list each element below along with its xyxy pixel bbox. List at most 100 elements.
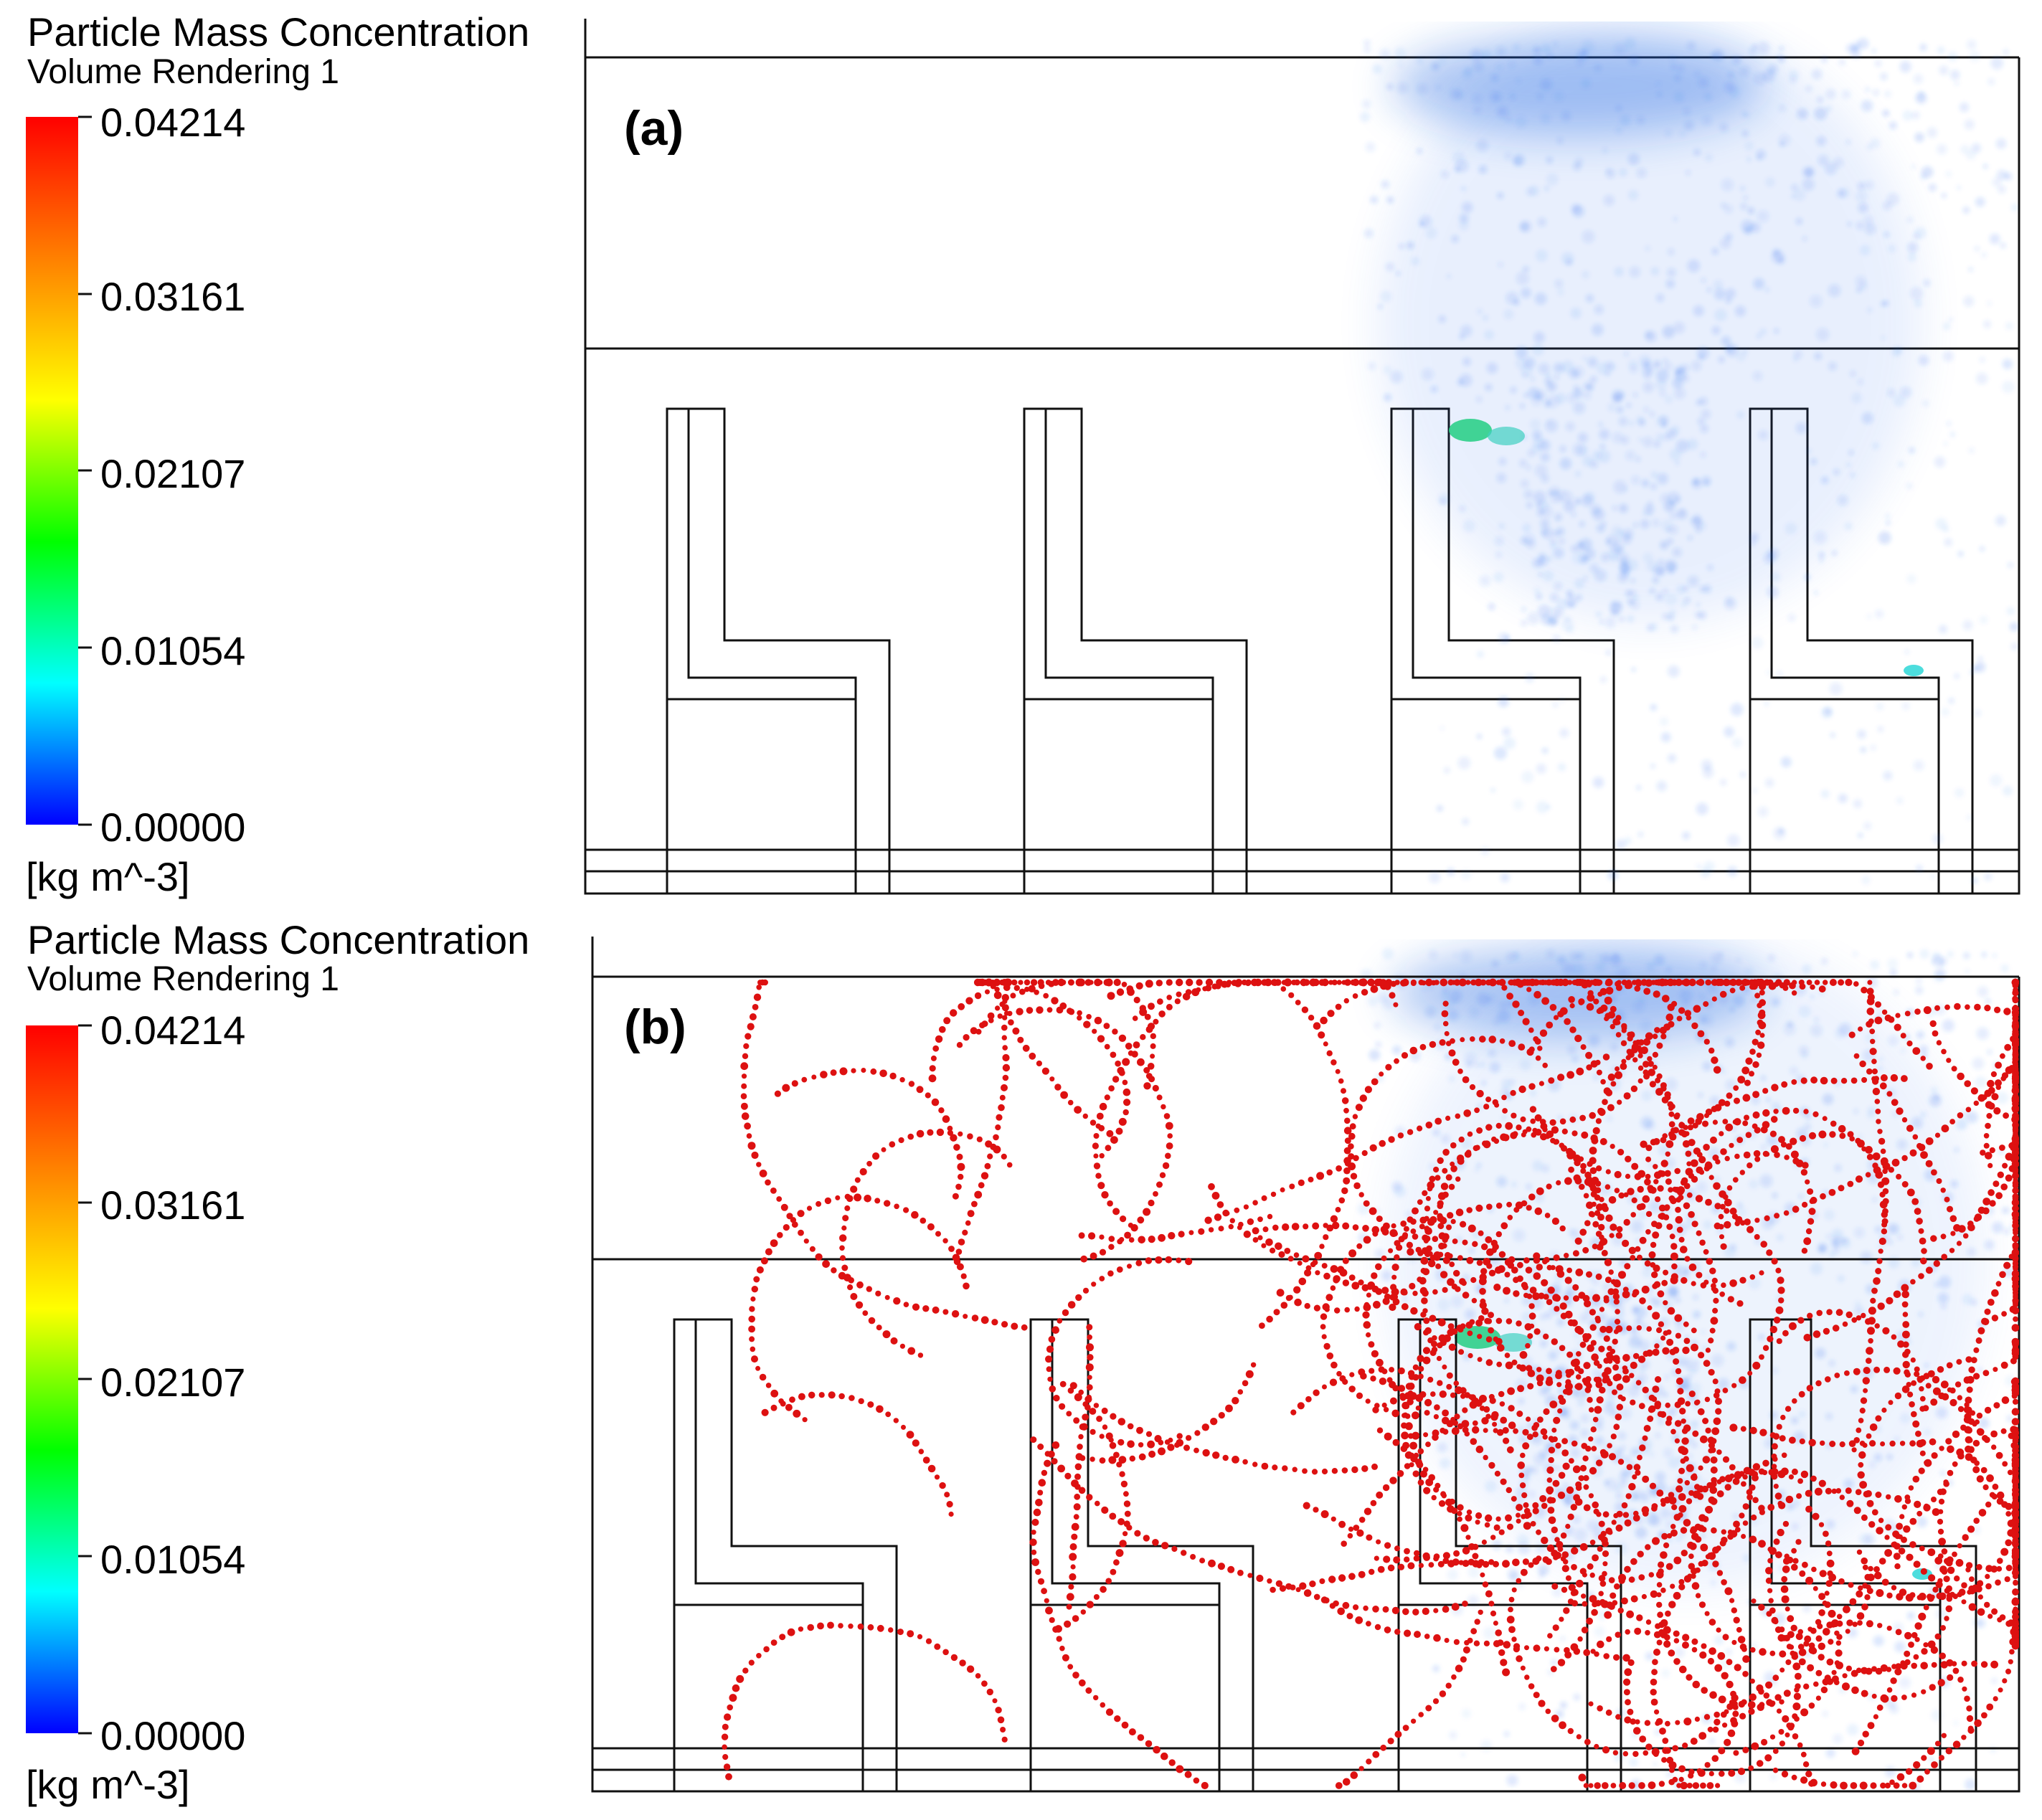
trajectory-particle — [1913, 1654, 1919, 1660]
trajectory-particle — [1193, 1447, 1199, 1454]
haze-dot — [1811, 69, 1823, 80]
trajectory-particle — [1782, 1565, 1790, 1573]
trajectory-particle — [1679, 1408, 1686, 1415]
trajectory-particle — [1502, 1560, 1510, 1568]
trajectory-particle — [1156, 1181, 1163, 1188]
trajectory-particle — [1652, 1231, 1660, 1239]
trajectory-particle — [1858, 1585, 1863, 1591]
haze-dot — [1365, 142, 1376, 152]
trajectory-particle — [1445, 1174, 1452, 1181]
trajectory-particle — [1548, 1446, 1556, 1454]
trajectory-particle — [1532, 1507, 1539, 1515]
haze-dot — [1976, 1027, 1989, 1040]
trajectory-particle — [1488, 1035, 1497, 1043]
haze-dot — [1804, 1123, 1812, 1131]
trajectory-particle — [965, 1220, 971, 1226]
trajectory-particle — [1158, 1447, 1166, 1456]
trajectory-particle — [1919, 1237, 1927, 1245]
trajectory-particle — [1869, 1440, 1876, 1447]
trajectory-particle — [1648, 1781, 1656, 1790]
trajectory-particle — [1093, 1403, 1100, 1408]
trajectory-particle — [1474, 1618, 1480, 1625]
trajectory-particle — [1675, 1720, 1681, 1725]
trajectory-particle — [1053, 1395, 1060, 1402]
trajectory-particle — [1602, 1099, 1608, 1105]
trajectory-particle — [1771, 1084, 1779, 1091]
haze-dot — [1624, 37, 1636, 49]
trajectory-particle — [1021, 1324, 1028, 1331]
haze-dot — [1902, 702, 1910, 710]
trajectory-particle — [1549, 1437, 1555, 1443]
haze-dot — [1802, 178, 1815, 191]
trajectory-particle — [1686, 1464, 1694, 1472]
trajectory-particle — [1626, 1610, 1635, 1618]
trajectory-particle — [1504, 1271, 1511, 1278]
haze-dot — [1724, 1246, 1736, 1258]
trajectory-particle — [1559, 1616, 1564, 1622]
haze-dot — [1582, 384, 1588, 389]
trajectory-particle — [1335, 1003, 1342, 1010]
haze-dot — [1772, 1368, 1778, 1374]
trajectory-particle — [1455, 1664, 1463, 1672]
trajectory-particle — [1825, 1580, 1833, 1587]
trajectory-particle — [1272, 1224, 1279, 1231]
haze-dot — [1948, 698, 1954, 704]
haze-dot — [1831, 1228, 1843, 1241]
trajectory-particle — [935, 1231, 941, 1237]
trajectory-particle — [1499, 1038, 1505, 1044]
trajectory-particle — [1045, 1606, 1053, 1615]
trajectory-particle — [1982, 1370, 1990, 1376]
trajectory-particle — [1921, 1248, 1927, 1254]
trajectory-particle — [1366, 1534, 1373, 1541]
haze-dot — [1725, 233, 1733, 241]
trajectory-particle — [1494, 1266, 1503, 1274]
haze-dot — [1934, 456, 1946, 468]
trajectory-particle — [749, 1306, 755, 1312]
trajectory-particle — [1412, 1207, 1419, 1215]
trajectory-particle — [1029, 1538, 1037, 1546]
haze-dot — [1906, 217, 1913, 223]
trajectory-particle — [752, 1004, 759, 1010]
haze-dot — [1498, 523, 1505, 529]
trajectory-particle — [1856, 1590, 1863, 1598]
trajectory-particle — [1099, 1433, 1105, 1439]
haze-dot — [1642, 381, 1654, 393]
haze-dot — [1818, 1243, 1828, 1253]
trajectory-particle — [1327, 1010, 1335, 1018]
trajectory-particle — [1758, 1688, 1764, 1695]
trajectory-particle — [1575, 1269, 1584, 1276]
haze-dot — [1849, 370, 1856, 377]
trajectory-particle — [1615, 1413, 1622, 1421]
haze-dot — [1640, 1020, 1653, 1033]
trajectory-particle — [1653, 1649, 1660, 1656]
trajectory-particle — [1711, 1277, 1718, 1284]
haze-dot — [1516, 1534, 1529, 1547]
trajectory-particle — [1747, 1370, 1753, 1376]
trajectory-particle — [1343, 1147, 1351, 1155]
trajectory-particle — [1311, 1469, 1318, 1475]
haze-dot — [1702, 1061, 1712, 1071]
haze-dot — [1736, 1203, 1743, 1208]
trajectory-particle — [1598, 1345, 1605, 1352]
haze-dot — [1814, 107, 1828, 120]
haze-dot — [1655, 592, 1664, 602]
trajectory-particle — [1636, 1254, 1642, 1261]
haze-dot — [1825, 88, 1836, 100]
trajectory-particle — [1152, 1084, 1159, 1092]
haze-dot — [1924, 1362, 1929, 1368]
haze-dot — [1942, 351, 1954, 362]
haze-dot — [1630, 1326, 1638, 1335]
trajectory-particle — [1658, 1213, 1664, 1219]
haze-dot — [1893, 989, 1899, 995]
trajectory-particle — [1875, 1492, 1882, 1498]
haze-dot — [1377, 304, 1383, 310]
haze-dot — [1913, 760, 1924, 771]
trajectory-particle — [1440, 1182, 1449, 1190]
haze-dot — [1462, 68, 1473, 79]
haze-dot — [1820, 476, 1829, 484]
trajectory-particle — [1762, 1345, 1769, 1352]
trajectory-particle — [2012, 1085, 2019, 1092]
trajectory-particle — [1137, 1058, 1145, 1066]
trajectory-particle — [1599, 1238, 1608, 1246]
haze-dot — [1657, 92, 1662, 97]
